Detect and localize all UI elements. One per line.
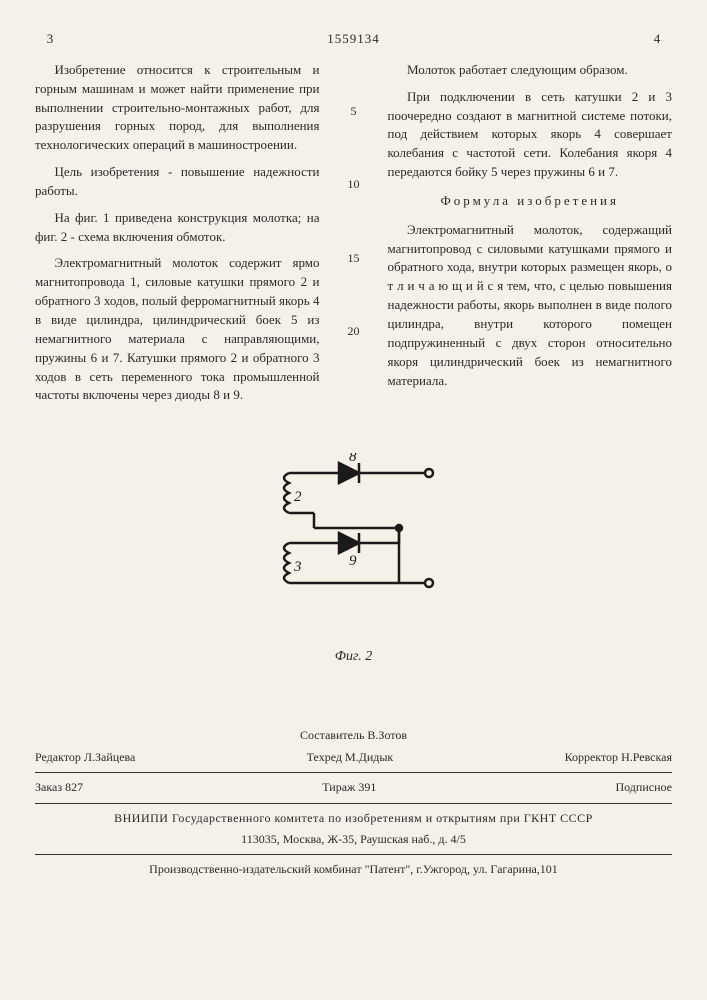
left-column: Изобретение относится к строительным и г… [35,61,320,413]
subscription-cell: Подписное [615,779,672,796]
left-para-1: Изобретение относится к строительным и г… [35,61,320,155]
coil-2-label: 2 [294,489,302,505]
left-para-4: Электромагнитный молоток содержит ярмо м… [35,254,320,405]
line-number: 5 [351,103,357,120]
right-para-3: Электромагнитный молоток, содержащий маг… [388,221,673,391]
line-number-gutter: 5 10 15 20 [344,61,364,413]
divider [35,803,672,804]
techred-cell: Техред М.Дидык [307,749,394,766]
left-para-2: Цель изобретения - повышение надежности … [35,163,320,201]
page-number-right: 4 [642,30,672,49]
circuit-diagram-icon: 8 2 9 3 [249,453,459,633]
formula-title: Формула изобретения [388,192,673,211]
line-number: 20 [348,323,360,340]
divider [35,854,672,855]
right-para-2: При подключении в сеть катушки 2 и 3 поо… [388,88,673,182]
right-para-1: Молоток работает следующим образом. [388,61,673,80]
compiler-name: В.Зотов [367,728,407,742]
patent-number: 1559134 [65,30,642,49]
publication-footer: Составитель В.Зотов Редактор Л.Зайцева Т… [35,727,672,878]
line-number: 15 [348,250,360,267]
compiler-label: Составитель [300,728,364,742]
page-number-left: 3 [35,30,65,49]
editor-cell: Редактор Л.Зайцева [35,749,135,766]
page-header: 3 1559134 4 [35,30,672,49]
address-line: 113035, Москва, Ж-35, Раушская наб., д. … [35,831,672,848]
left-para-3: На фиг. 1 приведена конструкция молотка;… [35,209,320,247]
right-column: Молоток работает следующим образом. При … [388,61,673,413]
publisher-line: Производственно-издательский комбинат "П… [35,861,672,878]
diode-9-label: 9 [349,553,357,569]
line-number: 10 [348,176,360,193]
figure-2: 8 2 9 3 Фиг. 2 [35,453,672,667]
text-columns: Изобретение относится к строительным и г… [35,61,672,413]
coil-3-label: 3 [293,559,302,575]
divider [35,772,672,773]
order-cell: Заказ 827 [35,779,83,796]
diode-8-label: 8 [349,453,357,465]
corrector-cell: Корректор Н.Ревская [565,749,672,766]
tirazh-cell: Тираж 391 [322,779,376,796]
figure-caption: Фиг. 2 [35,647,672,667]
org-line: ВНИИПИ Государственного комитета по изоб… [35,810,672,827]
